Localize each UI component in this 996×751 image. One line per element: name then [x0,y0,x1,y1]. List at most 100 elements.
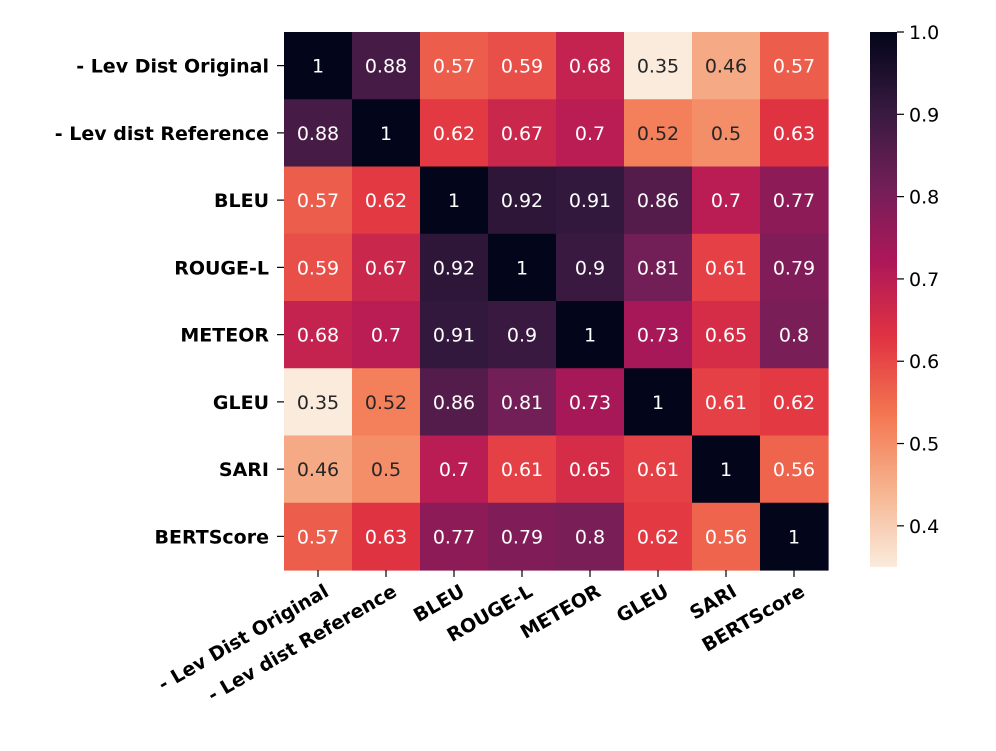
column-tick-labels: - Lev Dist Original- Lev dist Reference B… [155,570,809,706]
heatmap-cell-r1-c4 [556,99,625,168]
cell-annotation-r6-c3: 0.61 [501,459,543,481]
colorbar-tick-label-3: 0.7 [909,269,939,291]
cell-annotation-r1-c4: 0.7 [575,123,605,145]
cell-annotation-r0-c3: 0.59 [501,56,543,78]
row-label-1: - Lev dist Reference [55,123,269,145]
colorbar-tick-label-6: 1.0 [909,22,939,44]
heatmap-cell-r2-c6 [692,166,761,235]
cell-annotation-r5-c0: 0.35 [297,392,339,414]
cell-annotation-r0-c6: 0.46 [705,56,747,78]
cell-annotation-r7-c2: 0.77 [433,526,475,548]
cell-annotation-r5-c6: 0.61 [705,392,747,414]
cell-annotation-r0-c2: 0.57 [433,56,475,78]
heatmap-cell-r2-c3 [488,166,557,235]
heatmap-cell-r6-c5 [624,435,693,504]
cell-annotation-r4-c5: 0.73 [637,325,679,347]
heatmap-cell-r7-c6 [692,502,761,571]
heatmap-cell-r0-c7 [760,32,829,100]
cell-annotation-r1-c6: 0.5 [711,123,741,145]
row-label-7: BERTScore [155,526,269,548]
heatmap-cell-r6-c3 [488,435,557,504]
cell-annotation-r0-c4: 0.68 [569,56,611,78]
row-label-2: BLEU [214,190,269,212]
cell-annotation-r1-c3: 0.67 [501,123,543,145]
heatmap-cell-r4-c5 [624,301,693,369]
cell-annotation-r6-c5: 0.61 [637,459,679,481]
row-label-0: - Lev Dist Original [76,56,269,78]
cell-annotation-r3-c7: 0.79 [773,257,815,279]
heatmap-cell-r5-c0 [284,368,353,437]
cell-annotation-r2-c3: 0.92 [501,190,543,212]
cell-annotation-r6-c4: 0.65 [569,459,611,481]
column-label-5: GLEU [613,580,673,627]
row-label-4: METEOR [180,325,269,347]
cell-annotations: 1 0.88 0.57 0.59 0.68 0.35 0.46 0.57 0.88 1 0.62 0.… [297,56,815,549]
cell-annotation-r2-c6: 0.7 [711,190,741,212]
cell-annotation-r7-c7: 1 [788,526,800,548]
cell-annotation-r7-c6: 0.56 [705,526,747,548]
heatmap-cell-r2-c5 [624,166,693,235]
cell-annotation-r6-c7: 0.56 [773,459,815,481]
heatmap-cell-r0-c3 [488,32,557,100]
cell-annotation-r0-c0: 1 [312,56,324,78]
heatmap-cell-r6-c7 [760,435,829,504]
cell-annotation-r5-c7: 0.62 [773,392,815,414]
heatmap-cell-r3-c4 [556,233,625,302]
heatmap-cell-r0-c1 [352,32,421,100]
cell-annotation-r4-c4: 1 [584,325,596,347]
cell-annotation-r2-c5: 0.86 [637,190,679,212]
cell-annotation-r3-c6: 0.61 [705,257,747,279]
heatmap-cell-r3-c2 [420,233,489,302]
row-label-3: ROUGE-L [174,257,269,279]
cell-annotation-r0-c7: 0.57 [773,56,815,78]
heatmap-cell-r1-c1 [352,99,421,168]
cell-annotation-r1-c5: 0.52 [637,123,679,145]
heatmap-cell-r0-c2 [420,32,489,100]
row-label-5: GLEU [213,392,269,414]
heatmap-cell-r2-c1 [352,166,421,235]
heatmap-cell-r1-c0 [284,99,353,168]
heatmap-cell-r5-c6 [692,368,761,437]
cell-annotation-r3-c5: 0.81 [637,257,679,279]
heatmap-cell-r4-c0 [284,301,353,369]
cell-annotation-r4-c7: 0.8 [779,325,809,347]
heatmap-cell-r3-c1 [352,233,421,302]
heatmap-cell-r4-c6 [692,301,761,369]
cell-annotation-r2-c4: 0.91 [569,190,611,212]
cell-annotation-r3-c2: 0.92 [433,257,475,279]
heatmap-cell-r2-c4 [556,166,625,235]
cell-annotation-r4-c3: 0.9 [507,325,537,347]
colorbar-tick-label-1: 0.5 [909,434,939,456]
cell-annotation-r6-c0: 0.46 [297,459,339,481]
cell-annotation-r2-c1: 0.62 [365,190,407,212]
cell-annotation-r5-c2: 0.86 [433,392,475,414]
heatmap-cell-r2-c2 [420,166,489,235]
cell-annotation-r3-c1: 0.67 [365,257,407,279]
cell-annotation-r6-c6: 1 [720,459,732,481]
cell-annotation-r7-c4: 0.8 [575,526,605,548]
heatmap-cell-r7-c0 [284,502,353,571]
cell-annotation-r4-c6: 0.65 [705,325,747,347]
colorbar-gradient-bar [870,32,897,567]
heatmap-cell-r2-c0 [284,166,353,235]
cell-annotation-r7-c1: 0.63 [365,526,407,548]
cell-annotation-r2-c2: 1 [448,190,460,212]
cell-annotation-r1-c1: 1 [380,123,392,145]
heatmap-cell-r6-c0 [284,435,353,504]
heatmap-cell-r5-c2 [420,368,489,437]
heatmap-cell-r5-c7 [760,368,829,437]
heatmap-cell-r0-c4 [556,32,625,100]
cell-annotation-r5-c1: 0.52 [365,392,407,414]
heatmap-cell-r1-c5 [624,99,693,168]
heatmap-cell-r6-c4 [556,435,625,504]
cell-annotation-r4-c2: 0.91 [433,325,475,347]
cell-annotation-r2-c0: 0.57 [297,190,339,212]
cell-annotation-r1-c2: 0.62 [433,123,475,145]
heatmap-cell-r7-c3 [488,502,557,571]
heatmap-cell-r6-c1 [352,435,421,504]
heatmap-cell-r1-c2 [420,99,489,168]
cell-annotation-r5-c5: 1 [652,392,664,414]
heatmap-cell-r4-c7 [760,301,829,369]
